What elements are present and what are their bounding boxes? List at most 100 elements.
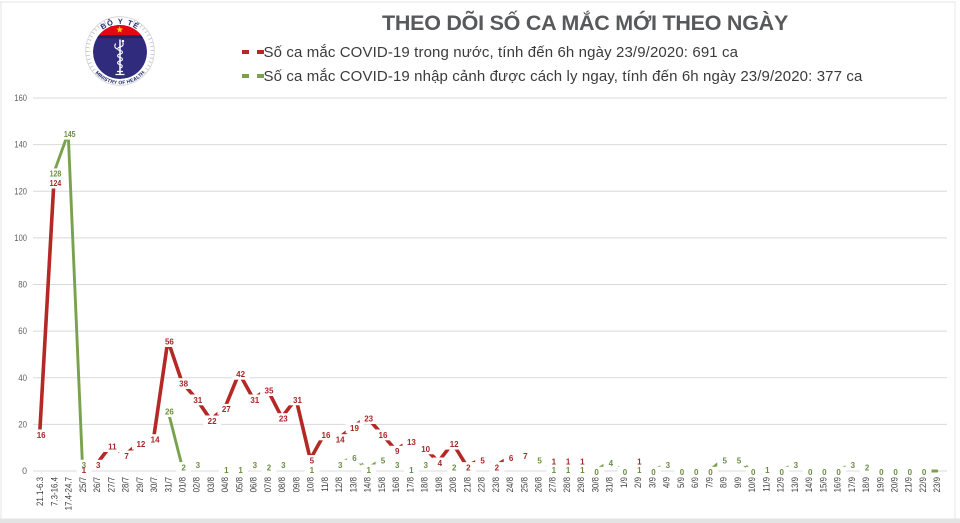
svg-text:1: 1 bbox=[82, 466, 87, 475]
svg-text:30/8: 30/8 bbox=[590, 477, 601, 493]
svg-text:18/8: 18/8 bbox=[419, 477, 430, 493]
svg-text:4/9: 4/9 bbox=[661, 477, 672, 488]
svg-text:2: 2 bbox=[267, 463, 272, 472]
svg-text:17.4-24.7: 17.4-24.7 bbox=[63, 477, 74, 511]
svg-text:120: 120 bbox=[14, 186, 27, 196]
svg-text:9/9: 9/9 bbox=[732, 477, 743, 488]
svg-text:18/9: 18/9 bbox=[860, 477, 871, 493]
svg-text:26/7: 26/7 bbox=[92, 477, 103, 493]
svg-text:40: 40 bbox=[18, 373, 27, 383]
svg-text:27: 27 bbox=[222, 405, 231, 414]
svg-text:31/7: 31/7 bbox=[163, 477, 174, 493]
svg-text:10: 10 bbox=[421, 445, 430, 454]
svg-text:0: 0 bbox=[708, 468, 713, 477]
svg-text:2/9: 2/9 bbox=[633, 477, 644, 488]
svg-text:1: 1 bbox=[224, 466, 229, 475]
svg-text:60: 60 bbox=[18, 326, 27, 336]
svg-text:124: 124 bbox=[50, 179, 62, 188]
svg-text:21/9: 21/9 bbox=[903, 477, 914, 493]
svg-text:12/8: 12/8 bbox=[334, 477, 345, 493]
svg-text:80: 80 bbox=[18, 280, 27, 290]
svg-text:1/9: 1/9 bbox=[618, 477, 629, 488]
svg-text:3: 3 bbox=[253, 461, 258, 470]
svg-text:38: 38 bbox=[179, 380, 188, 389]
svg-text:3: 3 bbox=[423, 461, 428, 470]
svg-text:02/8: 02/8 bbox=[191, 477, 202, 493]
svg-text:1: 1 bbox=[310, 466, 315, 475]
svg-text:5: 5 bbox=[480, 456, 485, 465]
svg-text:5: 5 bbox=[537, 456, 542, 465]
svg-text:27/8: 27/8 bbox=[547, 477, 558, 493]
svg-text:12/9: 12/9 bbox=[775, 477, 786, 493]
svg-text:14/9: 14/9 bbox=[804, 477, 815, 493]
svg-text:26: 26 bbox=[165, 408, 174, 417]
svg-text:19/9: 19/9 bbox=[875, 477, 886, 493]
svg-text:1: 1 bbox=[637, 457, 642, 466]
svg-text:20: 20 bbox=[18, 420, 27, 430]
svg-text:7: 7 bbox=[124, 452, 129, 461]
svg-text:11/8: 11/8 bbox=[319, 477, 330, 492]
svg-text:145: 145 bbox=[64, 130, 76, 139]
svg-text:0: 0 bbox=[651, 468, 656, 477]
svg-text:14: 14 bbox=[336, 436, 345, 445]
svg-text:BỘ Y TẾ: BỘ Y TẾ bbox=[99, 17, 142, 32]
svg-text:0: 0 bbox=[680, 468, 685, 477]
svg-text:2: 2 bbox=[865, 463, 870, 472]
svg-text:12: 12 bbox=[450, 440, 459, 449]
svg-text:7.3-16.4: 7.3-16.4 bbox=[49, 477, 60, 506]
svg-text:13: 13 bbox=[407, 438, 416, 447]
svg-text:0: 0 bbox=[594, 468, 599, 477]
svg-text:5/9: 5/9 bbox=[675, 477, 686, 488]
svg-text:2: 2 bbox=[495, 463, 500, 472]
svg-text:25/8: 25/8 bbox=[519, 477, 530, 493]
svg-text:10/9: 10/9 bbox=[747, 477, 758, 493]
svg-text:0: 0 bbox=[751, 468, 756, 477]
svg-text:19/8: 19/8 bbox=[433, 477, 444, 493]
svg-text:128: 128 bbox=[50, 170, 62, 179]
svg-text:01/8: 01/8 bbox=[177, 477, 188, 493]
svg-text:7: 7 bbox=[523, 452, 528, 461]
svg-text:0: 0 bbox=[922, 468, 927, 477]
svg-text:1: 1 bbox=[238, 466, 243, 475]
svg-text:17/9: 17/9 bbox=[846, 477, 857, 493]
svg-text:3: 3 bbox=[794, 461, 799, 470]
svg-text:16: 16 bbox=[379, 431, 388, 440]
svg-text:26/8: 26/8 bbox=[533, 477, 544, 493]
svg-text:0: 0 bbox=[836, 468, 841, 477]
svg-text:1: 1 bbox=[637, 466, 642, 475]
svg-text:3: 3 bbox=[851, 461, 856, 470]
svg-text:1: 1 bbox=[552, 466, 557, 475]
svg-text:31/8: 31/8 bbox=[604, 477, 615, 493]
svg-text:3/9: 3/9 bbox=[647, 477, 658, 488]
svg-text:2: 2 bbox=[466, 463, 471, 472]
svg-text:16/9: 16/9 bbox=[832, 477, 843, 493]
svg-text:160: 160 bbox=[14, 93, 27, 103]
svg-text:22: 22 bbox=[208, 417, 217, 426]
svg-text:11/9: 11/9 bbox=[761, 477, 772, 492]
svg-text:8/9: 8/9 bbox=[718, 477, 729, 488]
svg-text:2: 2 bbox=[181, 463, 186, 472]
svg-text:3: 3 bbox=[338, 461, 343, 470]
svg-text:1: 1 bbox=[552, 457, 557, 466]
svg-text:23/9: 23/9 bbox=[932, 477, 943, 493]
svg-text:0: 0 bbox=[694, 468, 699, 477]
svg-text:9: 9 bbox=[395, 447, 400, 456]
svg-text:04/8: 04/8 bbox=[220, 477, 231, 493]
svg-text:28/8: 28/8 bbox=[561, 477, 572, 493]
svg-text:07/8: 07/8 bbox=[262, 477, 273, 493]
svg-text:29/8: 29/8 bbox=[576, 477, 587, 493]
svg-text:21.1-6.3: 21.1-6.3 bbox=[35, 477, 46, 506]
svg-text:0: 0 bbox=[779, 468, 784, 477]
svg-text:3: 3 bbox=[281, 461, 286, 470]
svg-text:0: 0 bbox=[879, 468, 884, 477]
svg-text:06/8: 06/8 bbox=[248, 477, 259, 493]
svg-text:16: 16 bbox=[37, 431, 46, 440]
svg-text:1: 1 bbox=[366, 466, 371, 475]
svg-text:100: 100 bbox=[14, 233, 27, 243]
svg-text:1: 1 bbox=[580, 457, 585, 466]
svg-text:5: 5 bbox=[381, 456, 386, 465]
svg-text:0: 0 bbox=[808, 468, 813, 477]
svg-text:3: 3 bbox=[395, 461, 400, 470]
svg-text:56: 56 bbox=[165, 338, 174, 347]
svg-text:3: 3 bbox=[96, 461, 101, 470]
